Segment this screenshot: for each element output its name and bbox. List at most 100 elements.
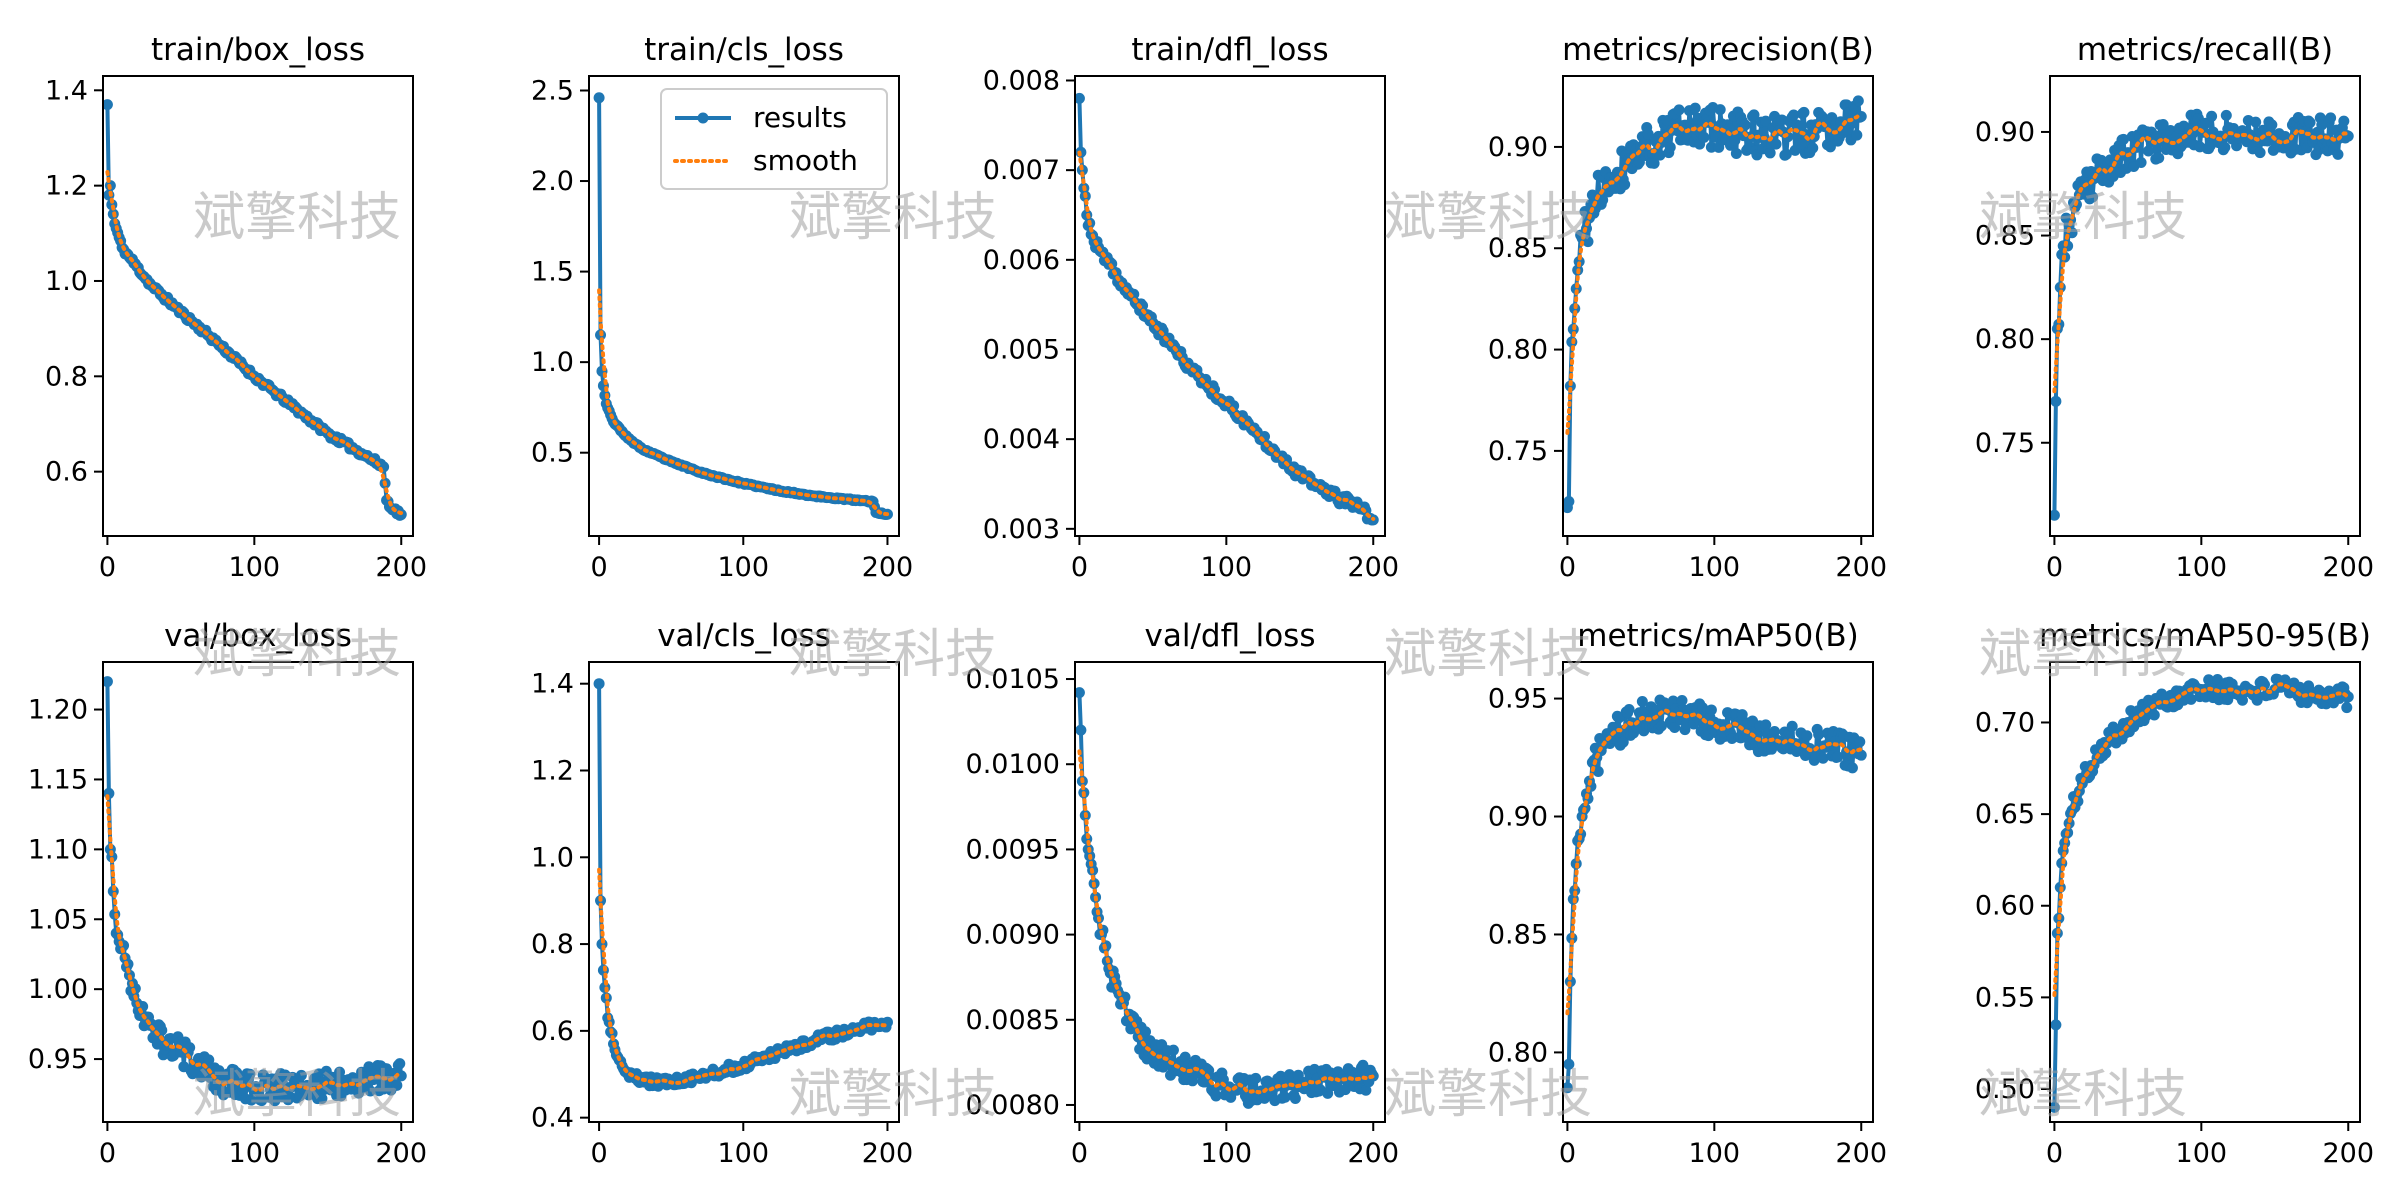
x-tick-label: 0 <box>2046 1138 2063 1169</box>
results-point <box>1563 1082 1573 1094</box>
results-point <box>1597 194 1609 206</box>
results-point <box>1698 131 1710 143</box>
chart-panel: 0 100 200 0.95 1.00 1.05 1.10 1.15 1.20 val/box_l… <box>28 618 427 1169</box>
y-tick-label: 0.70 <box>1975 707 2035 738</box>
axes-frame <box>102 661 414 1123</box>
x-tick-label: 0 <box>99 1138 116 1169</box>
results-point <box>244 1068 256 1080</box>
results-point <box>2304 117 2316 129</box>
results-point <box>364 1085 376 1097</box>
results-point <box>1852 95 1864 107</box>
x-tick-label: 200 <box>2322 1138 2374 1169</box>
results-point <box>103 676 113 688</box>
y-tick-label: 0.6 <box>531 1016 574 1047</box>
results-point <box>231 1067 243 1079</box>
results-point <box>1760 115 1772 127</box>
results-point <box>1654 149 1666 161</box>
results-point <box>1854 736 1866 748</box>
x-tick-label: 0 <box>1559 1138 1576 1169</box>
results-point <box>1289 1093 1301 1105</box>
results-point <box>1250 1072 1262 1084</box>
results-point <box>1210 1090 1222 1102</box>
plot-area <box>1563 95 1867 514</box>
watermark: 斌擎科技 <box>1384 1065 1592 1125</box>
y-tick-label: 1.2 <box>45 171 88 202</box>
plot-area <box>103 99 407 521</box>
results-point <box>1801 730 1813 742</box>
results-point <box>1648 157 1660 169</box>
y-tick-label: 0.90 <box>1488 802 1548 833</box>
x-tick-label: 200 <box>2322 552 2374 583</box>
smooth-line <box>1077 749 1376 1095</box>
y-tick-label: 1.00 <box>28 974 88 1005</box>
x-tick-label: 200 <box>1835 552 1887 583</box>
y-tick-label: 1.0 <box>531 842 574 873</box>
results-point <box>245 1094 257 1106</box>
y-tick-label: 0.85 <box>1975 221 2035 252</box>
results-point <box>1788 109 1800 121</box>
x-tick-label: 100 <box>1201 552 1253 583</box>
results-point <box>1795 138 1807 150</box>
x-tick-label: 100 <box>2176 552 2228 583</box>
chart-panel: 0 100 200 0.4 0.6 0.8 1.0 1.2 1.4 val/cls_loss <box>531 618 913 1169</box>
results-point <box>1730 147 1742 159</box>
results-point <box>2220 109 2232 121</box>
results-point <box>1714 104 1726 116</box>
results-point <box>1140 1026 1152 1038</box>
chart-panel: 0 100 200 0.75 0.80 0.85 0.90 metrics/precision… <box>1488 32 1887 583</box>
results-point <box>1617 736 1629 748</box>
results-point <box>593 678 605 690</box>
y-tick-label: 1.2 <box>531 755 574 786</box>
smooth-line <box>1565 113 1864 435</box>
results-point <box>1851 129 1863 141</box>
results-point <box>1673 104 1685 116</box>
x-tick-label: 0 <box>590 552 607 583</box>
y-tick-label: 2.5 <box>531 75 574 106</box>
y-tick-label: 0.90 <box>1488 132 1548 163</box>
results-point <box>1736 709 1748 721</box>
plot-area <box>103 676 407 1107</box>
watermark: 斌擎科技 <box>193 188 401 248</box>
results-point <box>1676 694 1688 706</box>
watermark: 斌擎科技 <box>1979 625 2187 685</box>
y-tick-label: 0.4 <box>531 1103 574 1134</box>
results-point <box>1739 119 1751 131</box>
results-point <box>2050 1101 2060 1113</box>
results-point <box>2206 110 2218 122</box>
results-point <box>1075 687 1085 699</box>
y-tick-label: 0.80 <box>1488 1037 1548 1068</box>
smooth-line <box>105 170 404 516</box>
y-tick-label: 0.75 <box>1488 436 1548 467</box>
x-tick-label: 0 <box>1071 1138 1088 1169</box>
smooth-line <box>597 867 890 1085</box>
smooth-line <box>1565 708 1864 1016</box>
results-point <box>1842 125 1854 137</box>
y-tick-label: 0.0100 <box>966 749 1060 780</box>
panel-title: train/cls_loss <box>644 32 844 68</box>
plot-area <box>1075 687 1379 1109</box>
chart-panel: 0 100 200 0.80 0.85 0.90 0.95 metrics/mAP50(B) <box>1488 618 1887 1169</box>
watermark: 斌擎科技 <box>789 625 997 685</box>
results-point <box>1279 1091 1291 1103</box>
results-point <box>2053 318 2065 330</box>
results-point <box>2341 702 2353 714</box>
x-tick-label: 200 <box>1347 1138 1399 1169</box>
y-tick-label: 1.0 <box>531 347 574 378</box>
y-tick-label: 0.0085 <box>966 1005 1060 1036</box>
chart-panel: 0 100 200 0.003 0.004 0.005 0.006 0.007 0.008 tra… <box>983 32 1399 583</box>
results-point <box>593 92 605 104</box>
results-point <box>1769 725 1781 737</box>
results-point <box>1764 147 1776 159</box>
results-point <box>2266 119 2278 131</box>
results-point <box>1564 380 1576 392</box>
results-point <box>1664 141 1676 153</box>
plot-area <box>1563 694 1867 1094</box>
results-point <box>1669 722 1681 734</box>
results-point <box>1817 752 1829 764</box>
results-line <box>1077 98 1374 522</box>
legend-results-marker <box>697 112 709 124</box>
y-tick-label: 2.0 <box>531 166 574 197</box>
chart-panel: 0 100 200 0.5 1.0 1.5 2.0 2.5 train/cls_lossresu… <box>531 32 913 583</box>
y-tick-label: 0.008 <box>983 65 1060 96</box>
results-point <box>1786 720 1798 732</box>
